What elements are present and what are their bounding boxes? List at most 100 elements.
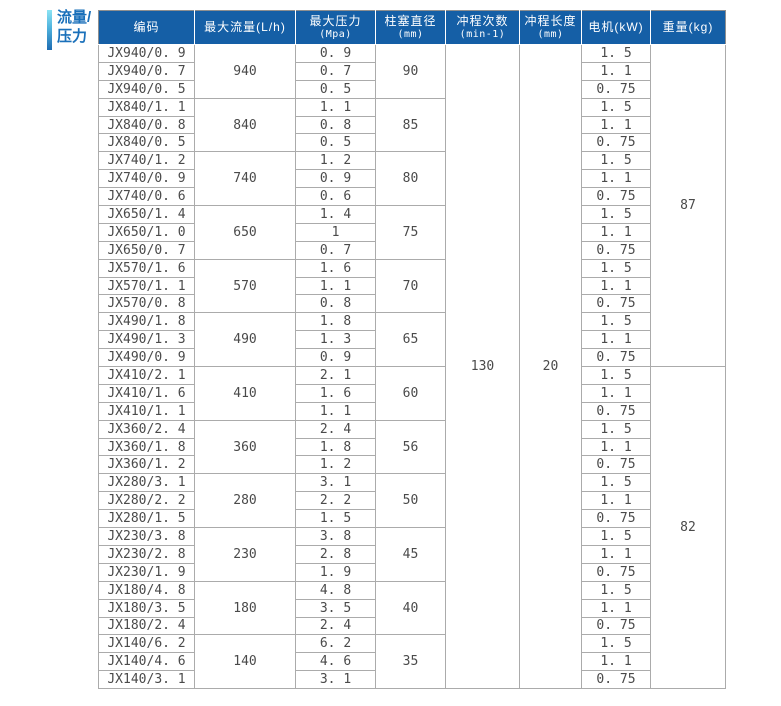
motor-cell: 1. 1 xyxy=(581,491,651,511)
pressure-cell: 1. 2 xyxy=(295,455,376,475)
code-cell: JX180/3. 5 xyxy=(98,598,195,618)
motor-cell: 0. 75 xyxy=(581,79,651,99)
header-stroke-count-cell: 冲程次数 (min-1) xyxy=(445,10,520,45)
diameter-cell: 45 xyxy=(375,527,446,582)
pressure-cell: 1. 6 xyxy=(295,383,376,403)
header-stroke-length-cell: 冲程长度 (mm) xyxy=(519,10,582,45)
motor-cell: 0. 75 xyxy=(581,187,651,207)
pressure-cell: 1. 5 xyxy=(295,509,376,529)
motor-cell: 1. 5 xyxy=(581,151,651,171)
motor-cell: 1. 5 xyxy=(581,580,651,600)
flow-cell: 570 xyxy=(194,258,296,314)
motor-cell: 1. 1 xyxy=(581,115,651,135)
pressure-cell: 1. 1 xyxy=(295,401,376,421)
code-cell: JX490/0. 9 xyxy=(98,348,195,368)
motor-cell: 1. 5 xyxy=(581,97,651,117)
table-row: JX180/4. 8 180 4. 8 40 1. 5 xyxy=(98,580,726,636)
pressure-cell: 1. 1 xyxy=(295,97,376,117)
motor-cell: 0. 75 xyxy=(581,562,651,582)
flow-cell: 940 xyxy=(194,44,296,99)
motor-cell: 1. 1 xyxy=(581,222,651,242)
table-row: JX650/1. 0 1 1. 1 xyxy=(98,222,726,242)
spec-table-body: JX940/0. 9 940 0. 9 90 130 20 1. 5 87 JX940/0. 7… xyxy=(98,43,726,690)
code-cell: JX140/6. 2 xyxy=(98,634,195,654)
pressure-cell: 3. 5 xyxy=(295,598,376,618)
motor-cell: 1. 1 xyxy=(581,652,651,672)
code-cell: JX570/0. 8 xyxy=(98,294,195,314)
header-plunger-diameter-unit: (mm) xyxy=(397,28,424,40)
diameter-cell: 56 xyxy=(375,419,446,475)
motor-cell: 1. 1 xyxy=(581,61,651,81)
code-cell: JX740/0. 6 xyxy=(98,187,195,207)
table-row: JX940/0. 9 940 0. 9 90 130 20 1. 5 87 xyxy=(98,43,726,690)
diameter-cell: 70 xyxy=(375,258,446,314)
pressure-cell: 0. 7 xyxy=(295,240,376,260)
motor-cell: 1. 5 xyxy=(581,258,651,278)
table-row: JX180/2. 4 2. 4 0. 75 xyxy=(98,616,726,636)
stroke-count-cell: 130 xyxy=(445,43,520,690)
header-max-pressure-unit: (Mpa) xyxy=(319,28,352,40)
code-cell: JX840/0. 5 xyxy=(98,133,195,153)
code-cell: JX570/1. 1 xyxy=(98,276,195,296)
motor-cell: 1. 5 xyxy=(581,473,651,493)
code-cell: JX490/1. 3 xyxy=(98,330,195,350)
code-cell: JX940/0. 7 xyxy=(98,61,195,81)
motor-cell: 1. 1 xyxy=(581,383,651,403)
code-cell: JX740/0. 9 xyxy=(98,169,195,189)
header-row: 编码 最大流量(L/h) 最大压力 (Mpa) 柱塞直径 (mm) 冲程次数 (min… xyxy=(98,10,726,45)
table-row: JX140/6. 2 140 6. 2 35 1. 5 xyxy=(98,634,726,690)
pressure-cell: 0. 9 xyxy=(295,348,376,368)
table-row: JX410/1. 6 1. 6 1. 1 xyxy=(98,383,726,403)
pressure-cell: 0. 7 xyxy=(295,61,376,81)
pressure-cell: 0. 5 xyxy=(295,133,376,153)
table-row: JX410/2. 1 410 2. 1 60 1. 5 82 xyxy=(98,366,726,690)
code-cell: JX840/0. 8 xyxy=(98,115,195,135)
flow-pressure-label-line2: 压力 xyxy=(57,28,88,45)
motor-cell: 1. 1 xyxy=(581,437,651,457)
pressure-cell: 2. 8 xyxy=(295,544,376,564)
header-max-flow-cell: 最大流量(L/h) xyxy=(194,10,296,45)
code-cell: JX180/4. 8 xyxy=(98,580,195,600)
pressure-cell: 0. 9 xyxy=(295,44,376,63)
flow-cell: 360 xyxy=(194,419,296,475)
flow-pressure-label: 流量/ 压力 xyxy=(47,8,91,50)
header-plunger-diameter-label: 柱塞直径 xyxy=(384,13,437,28)
motor-cell: 0. 75 xyxy=(581,401,651,421)
pressure-cell: 2. 2 xyxy=(295,491,376,511)
stroke-length-cell: 20 xyxy=(519,43,582,690)
header-max-pressure-label: 最大压力 xyxy=(309,13,362,28)
code-cell: JX650/0. 7 xyxy=(98,240,195,260)
table-row: JX280/3. 1 280 3. 1 50 1. 5 xyxy=(98,473,726,529)
motor-cell: 1. 5 xyxy=(581,634,651,654)
spec-table-header: 编码 最大流量(L/h) 最大压力 (Mpa) 柱塞直径 (mm) 冲程次数 (min… xyxy=(98,10,726,45)
motor-cell: 1. 5 xyxy=(581,312,651,332)
table-row: JX140/3. 1 3. 1 0. 75 xyxy=(98,670,726,690)
table-row: JX570/1. 6 570 1. 6 70 1. 5 xyxy=(98,258,726,314)
motor-cell: 0. 75 xyxy=(581,509,651,529)
table-row: JX740/1. 2 740 1. 2 80 1. 5 xyxy=(98,151,726,207)
pressure-cell: 0. 5 xyxy=(295,79,376,99)
code-cell: JX360/1. 8 xyxy=(98,437,195,457)
diameter-cell: 75 xyxy=(375,205,446,260)
flow-cell: 230 xyxy=(194,527,296,582)
flow-pressure-label-line1: 流量/ xyxy=(57,9,92,26)
table-row: JX230/1. 9 1. 9 0. 75 xyxy=(98,562,726,582)
code-cell: JX940/0. 5 xyxy=(98,79,195,99)
flow-cell: 490 xyxy=(194,312,296,368)
pressure-cell: 1. 2 xyxy=(295,151,376,171)
pressure-cell: 3. 8 xyxy=(295,527,376,546)
code-cell: JX180/2. 4 xyxy=(98,616,195,636)
motor-cell: 1. 1 xyxy=(581,598,651,618)
pressure-cell: 3. 1 xyxy=(295,670,376,690)
flow-cell: 280 xyxy=(194,473,296,529)
motor-cell: 1. 1 xyxy=(581,330,651,350)
code-cell: JX650/1. 0 xyxy=(98,222,195,242)
code-cell: JX410/1. 1 xyxy=(98,401,195,421)
header-stroke-count-unit: (min-1) xyxy=(459,28,506,40)
header-stroke-length-unit: (mm) xyxy=(537,28,564,40)
pump-spec-table: 编码 最大流量(L/h) 最大压力 (Mpa) 柱塞直径 (mm) 冲程次数 (min… xyxy=(98,10,726,690)
diameter-cell: 80 xyxy=(375,151,446,207)
motor-cell: 1. 5 xyxy=(581,366,651,385)
pressure-cell: 0. 6 xyxy=(295,187,376,207)
table-row: JX360/1. 2 1. 2 0. 75 xyxy=(98,455,726,475)
